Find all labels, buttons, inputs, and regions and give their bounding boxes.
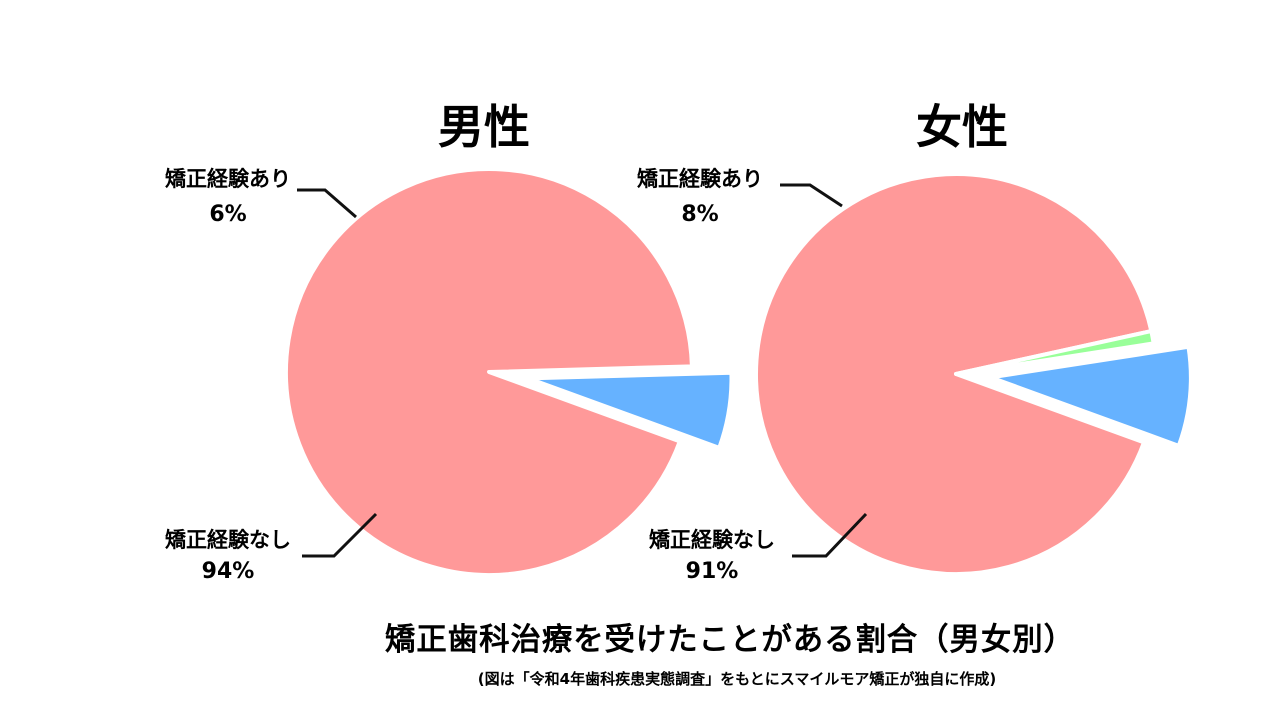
male-label-yes: 矯正経験あり xyxy=(165,167,291,191)
male-pie-slice-0 xyxy=(526,370,734,450)
female-pie-title: 女性 xyxy=(916,100,1008,154)
female-label-no: 矯正経験なし xyxy=(649,528,775,552)
male-label-no: 矯正経験なし xyxy=(165,528,291,552)
female-pie-slice-0 xyxy=(988,344,1193,448)
female-pie-panel: 女性 矯正経験あり 8% 矯正経験なし 91% xyxy=(637,100,1193,584)
figure-caption-note: (図は「令和4年歯科疾患実態調査」をもとにスマイルモア矯正が独自に作成) xyxy=(477,670,997,688)
figure-caption-title: 矯正歯科治療を受けたことがある割合（男女別） xyxy=(385,622,1075,658)
male-pie-title: 男性 xyxy=(438,100,530,154)
male-pie-slices xyxy=(284,167,734,577)
male-pie-panel: 男性 矯正経験あり 6% 矯正経験なし 94% xyxy=(165,100,734,584)
female-pct-yes: 8% xyxy=(681,202,718,227)
female-pie-slices xyxy=(754,172,1193,577)
male-leader-yes xyxy=(297,188,357,219)
male-pct-no: 94% xyxy=(202,559,255,584)
male-pie-slice-1 xyxy=(284,167,694,577)
female-leader-no xyxy=(792,512,868,558)
female-pct-no: 91% xyxy=(686,559,739,584)
male-pct-yes: 6% xyxy=(209,202,246,227)
female-label-yes: 矯正経験あり xyxy=(637,167,763,191)
female-pie-slice-2 xyxy=(954,329,1156,376)
male-leader-no xyxy=(302,512,378,558)
female-pie-slice-1 xyxy=(754,172,1154,577)
female-leader-yes xyxy=(780,183,843,208)
